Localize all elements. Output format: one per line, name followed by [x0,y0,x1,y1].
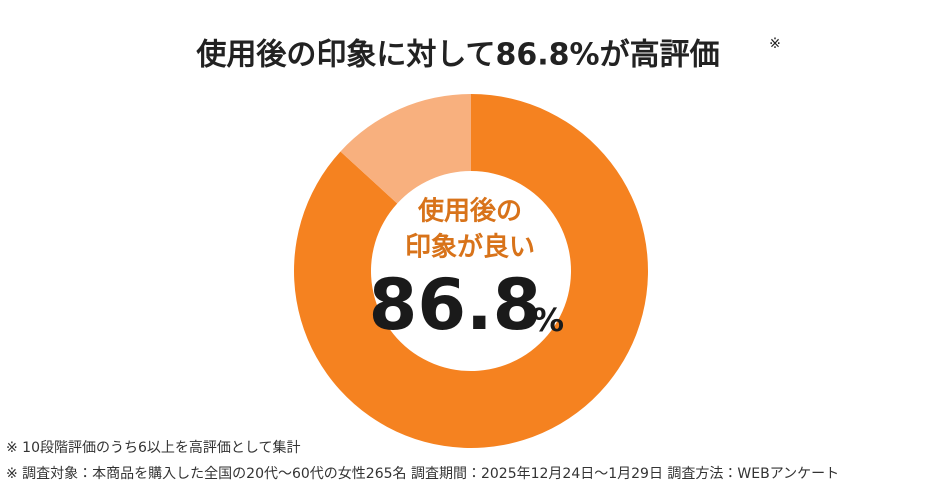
center-label: 印象が良い [405,232,535,263]
title-mark: ※ [769,36,781,52]
center-value: 86.8 [369,264,542,346]
donut-slice [294,94,648,449]
center-label: 使用後の [417,196,522,227]
donut [294,94,648,449]
chart-title: 使用後の印象に対して86.8%が高評価 [195,38,719,73]
footnote: ※ 調査対象：本商品を購入した全国の20代〜60代の女性265名 調査期間：20… [6,466,839,482]
footnote: ※ 10段階評価のうち6以上を高評価として集計 [6,439,300,456]
center-unit: % [532,301,564,339]
donut-slice [340,94,471,204]
